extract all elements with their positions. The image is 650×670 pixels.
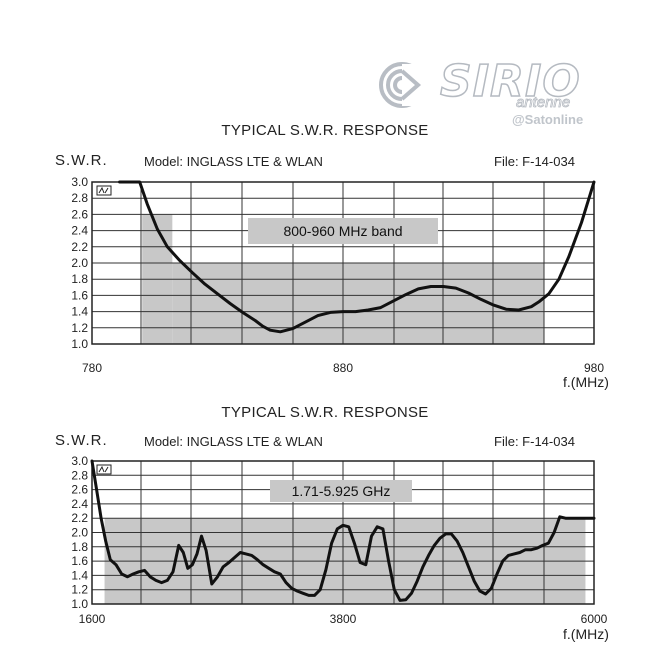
- y-tick-label: 1.8: [71, 272, 88, 286]
- band-label: 1.71-5.925 GHz: [292, 483, 391, 499]
- logo-subtitle: antenne: [516, 94, 571, 112]
- model-label: Model: INGLASS LTE & WLAN: [144, 154, 323, 169]
- y-tick-label: 3.0: [71, 454, 88, 468]
- x-tick-label: 1600: [79, 612, 106, 626]
- y-tick-label: 1.4: [71, 305, 88, 319]
- plot-area: 1.0 1.2 1.4 1.6 1.8 2.0 2.2 2.4 2.6 2.8 3.0 780 880 9…: [71, 175, 604, 375]
- y-axis-label: S.W.R.: [55, 432, 108, 449]
- x-tick-label: 3800: [330, 612, 357, 626]
- corner-marker-box: [96, 185, 112, 196]
- swr-chart-low-band: TYPICAL S.W.R. RESPONSE S.W.R. Model: IN…: [0, 118, 650, 390]
- y-tick-label: 1.4: [71, 568, 88, 582]
- x-tick-label: 880: [333, 361, 353, 375]
- x-axis-label: f.(MHz): [563, 374, 609, 390]
- file-label: File: F-14-034: [494, 434, 575, 449]
- band-shade: [172, 263, 544, 344]
- y-axis-label: S.W.R.: [55, 152, 108, 169]
- plot-frame: [91, 460, 595, 605]
- y-tick-label: 1.0: [71, 337, 88, 351]
- x-tick-label: 980: [584, 361, 604, 375]
- corner-marker-icon: [96, 464, 112, 475]
- plot-frame: [91, 181, 595, 345]
- corner-marker-glyph: [98, 465, 109, 473]
- swr-chart-high-band: TYPICAL S.W.R. RESPONSE S.W.R. Model: IN…: [0, 400, 650, 670]
- y-tick-label: 1.0: [71, 597, 88, 611]
- logo-swirl-icon: [379, 62, 434, 108]
- y-tick-label: 2.0: [71, 526, 88, 540]
- corner-marker-glyph: [98, 186, 109, 194]
- logo-handle: @Satonline: [512, 112, 584, 127]
- y-tick-label: 1.6: [71, 554, 88, 568]
- x-tick-label: 6000: [581, 612, 608, 626]
- y-tick-label: 1.2: [71, 321, 88, 335]
- y-tick-label: 2.8: [71, 468, 88, 482]
- x-axis-label: f.(MHz): [563, 626, 609, 642]
- y-tick-label: 2.0: [71, 256, 88, 270]
- band-label-box: [248, 218, 438, 244]
- swr-curve: [118, 180, 596, 334]
- corner-marker-box: [96, 464, 112, 475]
- corner-marker-icon: [96, 185, 112, 196]
- y-tick-label: 2.8: [71, 191, 88, 205]
- logo-wordmark: SIRIO: [439, 56, 581, 107]
- y-tick-label: 1.2: [71, 583, 88, 597]
- band-label-box: [270, 480, 412, 502]
- y-tick-label: 1.8: [71, 540, 88, 554]
- y-tick-label: 2.4: [71, 224, 88, 238]
- y-tick-label: 2.6: [71, 483, 88, 497]
- swr-curve: [90, 459, 596, 602]
- model-label: Model: INGLASS LTE & WLAN: [144, 434, 323, 449]
- y-tick-label: 1.6: [71, 288, 88, 302]
- y-tick-label: 2.6: [71, 207, 88, 221]
- x-tick-label: 780: [82, 361, 102, 375]
- y-tick-label: 3.0: [71, 175, 88, 189]
- y-tick-label: 2.2: [71, 511, 88, 525]
- band-label: 800-960 MHz band: [283, 223, 402, 239]
- brand-logo: SIRIO antenne @Satonline: [378, 56, 608, 130]
- y-tick-label: 2.4: [71, 497, 88, 511]
- chart-title: TYPICAL S.W.R. RESPONSE: [221, 122, 429, 139]
- plot-area: 1.01.21.41.61.82.02.22.42.62.83.0 1600 380…: [71, 454, 608, 626]
- file-label: File: F-14-034: [494, 154, 575, 169]
- y-tick-label: 2.2: [71, 240, 88, 254]
- chart-title: TYPICAL S.W.R. RESPONSE: [221, 404, 429, 421]
